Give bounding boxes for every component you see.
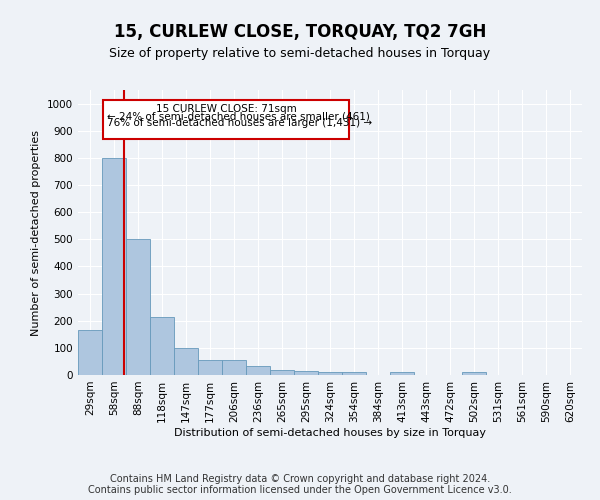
FancyBboxPatch shape <box>103 100 349 140</box>
Text: Size of property relative to semi-detached houses in Torquay: Size of property relative to semi-detach… <box>109 48 491 60</box>
Bar <box>102 158 126 375</box>
Text: 15, CURLEW CLOSE, TORQUAY, TQ2 7GH: 15, CURLEW CLOSE, TORQUAY, TQ2 7GH <box>114 22 486 40</box>
Bar <box>78 330 102 375</box>
Bar <box>390 372 414 375</box>
Bar <box>174 348 198 375</box>
Bar <box>342 372 366 375</box>
Bar <box>318 372 342 375</box>
Y-axis label: Number of semi-detached properties: Number of semi-detached properties <box>31 130 41 336</box>
Text: 15 CURLEW CLOSE: 71sqm: 15 CURLEW CLOSE: 71sqm <box>156 104 296 114</box>
Text: 76% of semi-detached houses are larger (1,431) →: 76% of semi-detached houses are larger (… <box>107 118 372 128</box>
Bar <box>150 316 174 375</box>
Bar <box>246 366 270 375</box>
X-axis label: Distribution of semi-detached houses by size in Torquay: Distribution of semi-detached houses by … <box>174 428 486 438</box>
Bar <box>222 360 246 375</box>
Bar <box>294 371 318 375</box>
Bar <box>462 372 486 375</box>
Bar <box>198 360 222 375</box>
Text: Contains public sector information licensed under the Open Government Licence v3: Contains public sector information licen… <box>88 485 512 495</box>
Bar <box>270 370 294 375</box>
Bar <box>126 240 150 375</box>
Text: Contains HM Land Registry data © Crown copyright and database right 2024.: Contains HM Land Registry data © Crown c… <box>110 474 490 484</box>
Text: ← 24% of semi-detached houses are smaller (461): ← 24% of semi-detached houses are smalle… <box>107 111 370 121</box>
